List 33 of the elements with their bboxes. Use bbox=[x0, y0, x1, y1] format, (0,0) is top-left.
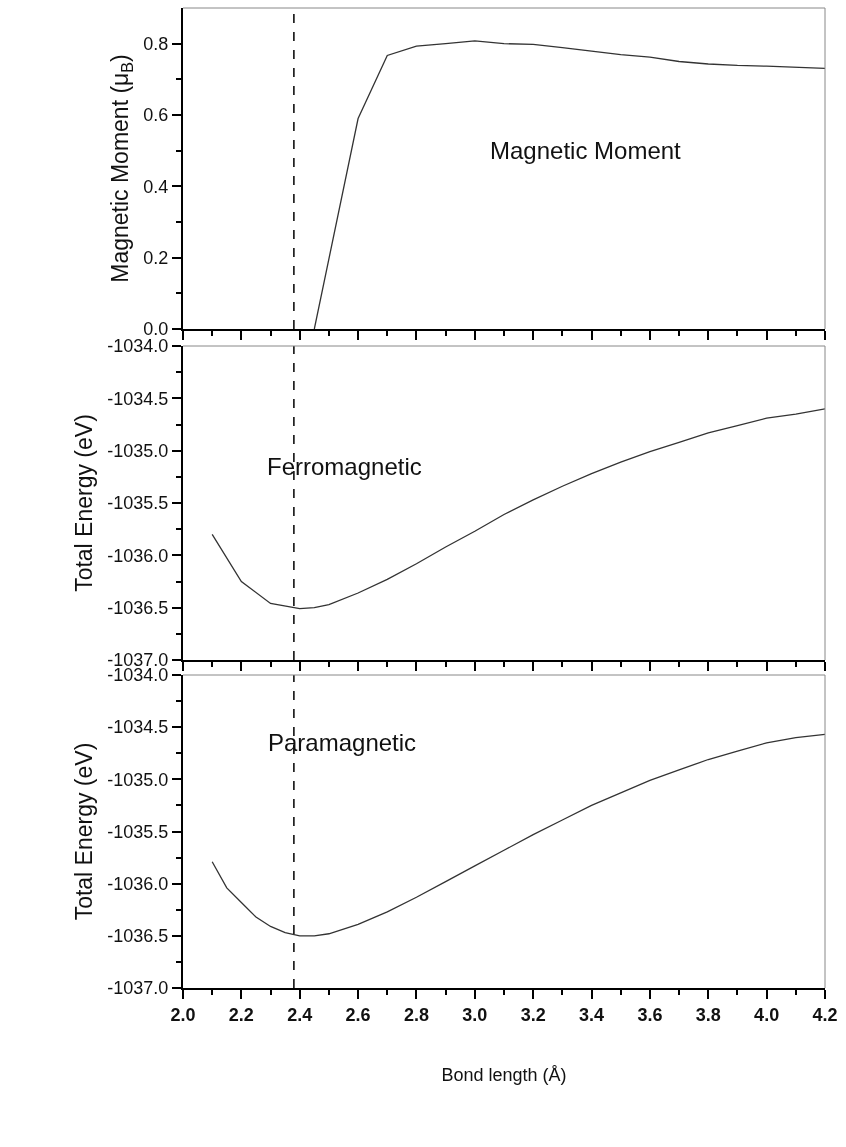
x-tick-label: 3.0 bbox=[462, 1004, 488, 1025]
y-tick-label: -1036.0 bbox=[107, 545, 169, 566]
x-tick-label: 4.2 bbox=[812, 1004, 838, 1025]
y-tick-label: 0.2 bbox=[143, 247, 169, 268]
y-tick-label: 0.8 bbox=[143, 33, 169, 54]
y-tick-label: -1037.0 bbox=[107, 978, 169, 999]
y-tick-label: -1035.5 bbox=[107, 493, 169, 514]
y-tick-label: 0.4 bbox=[143, 176, 169, 197]
y-tick-label: -1035.5 bbox=[107, 821, 169, 842]
annotation: Ferromagnetic bbox=[267, 453, 422, 480]
y-tick-label: 0.6 bbox=[143, 105, 169, 126]
x-tick-label: 3.8 bbox=[695, 1004, 721, 1025]
x-tick-label: 2.4 bbox=[287, 1004, 313, 1025]
x-tick-label: 4.0 bbox=[754, 1004, 780, 1025]
y-axis-title: Total Energy (eV) bbox=[71, 414, 98, 592]
y-tick-label: -1035.0 bbox=[107, 440, 169, 461]
y-axis-title: Total Energy (eV) bbox=[71, 742, 98, 921]
y-tick-label: -1036.5 bbox=[107, 597, 169, 618]
annotation: Paramagnetic bbox=[268, 729, 417, 756]
x-tick-label: 2.6 bbox=[345, 1004, 371, 1025]
y-tick-label: -1034.5 bbox=[107, 388, 169, 409]
x-tick-label: 3.2 bbox=[520, 1004, 546, 1025]
x-tick-label: 2.8 bbox=[403, 1004, 429, 1025]
x-axis-title: Bond length (Å) bbox=[441, 1065, 567, 1086]
x-tick-label: 3.6 bbox=[637, 1004, 663, 1025]
y-tick-label: -1036.5 bbox=[107, 926, 169, 947]
x-tick-label: 2.0 bbox=[170, 1004, 196, 1025]
y-tick-label: -1036.0 bbox=[107, 873, 169, 894]
y-tick-label: -1034.5 bbox=[107, 717, 169, 738]
x-tick-label: 3.4 bbox=[579, 1004, 605, 1025]
x-tick-label: 2.2 bbox=[228, 1004, 254, 1025]
y-tick-label: -1035.0 bbox=[107, 769, 169, 790]
annotation: Magnetic Moment bbox=[490, 137, 682, 164]
